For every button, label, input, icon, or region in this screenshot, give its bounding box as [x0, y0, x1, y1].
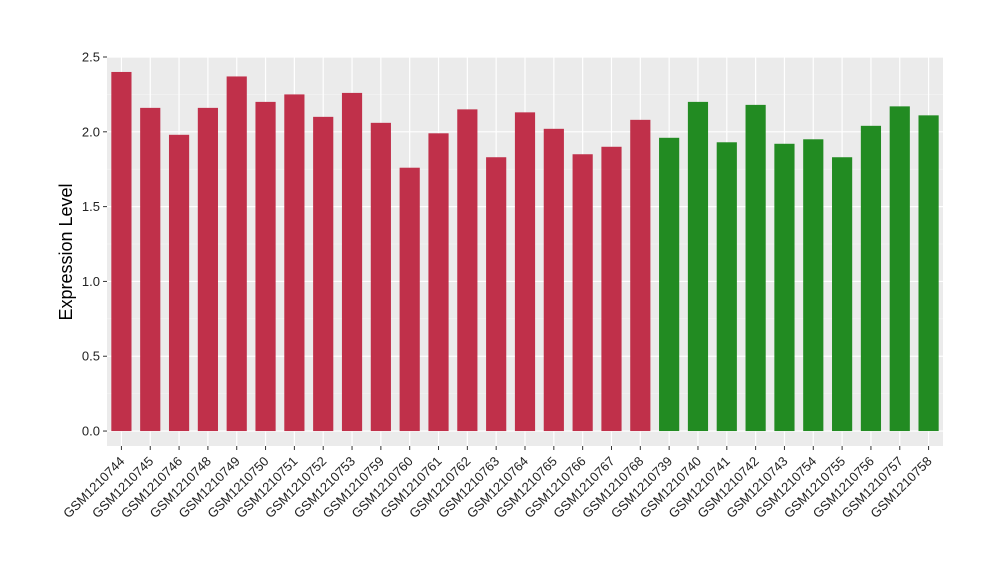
y-tick-label: 1.0	[82, 274, 100, 289]
bar	[168, 134, 190, 432]
bar	[399, 167, 420, 432]
bar	[111, 71, 132, 432]
y-tick-label: 1.5	[82, 199, 100, 214]
bar	[341, 92, 363, 432]
bar	[370, 122, 391, 432]
bar	[514, 112, 536, 432]
bar	[284, 94, 305, 432]
bar	[918, 115, 939, 432]
y-tick-label: 0.5	[82, 349, 100, 364]
bar	[659, 137, 680, 432]
bars	[111, 71, 939, 432]
bar	[543, 128, 564, 432]
bar	[457, 109, 478, 432]
y-tick-label: 2.0	[82, 124, 100, 139]
bar	[197, 107, 218, 432]
bar	[428, 133, 449, 432]
y-axis-label: Expression Level	[56, 183, 76, 320]
x-axis: GSM1210744GSM1210745GSM1210746GSM1210748…	[60, 446, 935, 521]
bar	[601, 146, 622, 432]
bar	[572, 154, 593, 432]
bar	[832, 157, 853, 432]
bar	[803, 139, 824, 432]
bar	[745, 104, 766, 432]
bar	[140, 107, 161, 432]
y-axis: 0.0 0.5 1.0 1.5 2.0 2.5	[82, 50, 107, 439]
bar	[226, 76, 247, 432]
bar	[860, 125, 882, 432]
bar	[630, 119, 651, 432]
bar	[889, 106, 910, 432]
bar	[716, 142, 737, 432]
bar	[486, 157, 507, 432]
bar	[255, 101, 276, 432]
bar	[687, 101, 709, 432]
bar	[313, 116, 334, 432]
y-tick-label: 2.5	[82, 50, 100, 65]
bar	[774, 143, 795, 432]
y-tick-label: 0.0	[82, 424, 100, 439]
